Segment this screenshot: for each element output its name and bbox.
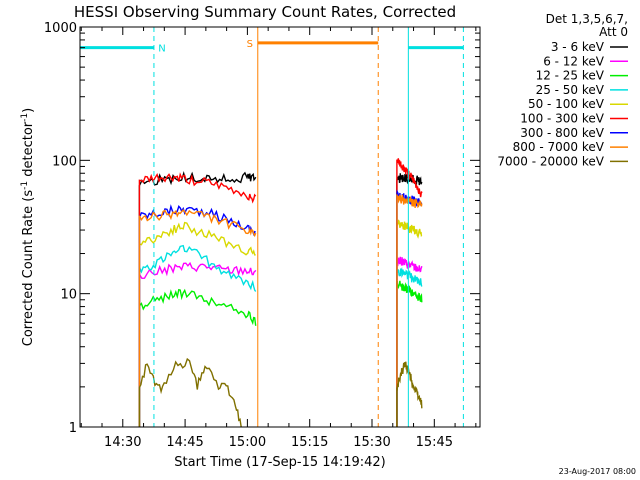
x-tick-label: 15:15: [291, 435, 328, 450]
series-line-800-7000-kev: [138, 208, 257, 427]
x-axis-label: Start Time (17-Sep-15 14:19:42): [174, 455, 385, 470]
y-tick-label: 1: [69, 421, 77, 436]
y-tick-label: 1000: [44, 21, 77, 36]
series-line-12-25-kev: [396, 280, 423, 427]
series-line-12-25-kev: [138, 288, 257, 427]
legend-header-line: Att 0: [599, 25, 628, 39]
series-line-7000-20000-kev: [138, 357, 242, 428]
legend-label: 6 - 12 keV: [543, 54, 605, 68]
flag-label-s: S: [247, 39, 253, 50]
y-axis-label-part: detector: [21, 121, 36, 181]
series-line-6-12-kev: [138, 261, 257, 427]
legend-label: 7000 - 20000 keV: [497, 154, 604, 168]
y-axis-label-part: Corrected Count Rate (s: [21, 190, 36, 347]
tick-layer: [80, 26, 480, 428]
series-layer: [138, 158, 423, 428]
x-tick-labels: 14:30 14:45 15:00 15:15 15:30 15:45: [104, 435, 453, 450]
footer-timestamp: 23-Aug-2017 08:00: [559, 467, 636, 476]
series-line-7000-20000-kev: [396, 361, 423, 427]
series-line-800-7000-kev: [396, 194, 423, 427]
x-tick-label: 14:30: [104, 435, 141, 450]
legend-label: 300 - 800 keV: [520, 126, 604, 140]
y-axis-label-sup: -1: [20, 181, 30, 190]
y-tick-label: 10: [60, 288, 77, 303]
x-tick-label: 15:45: [416, 435, 453, 450]
series-line-25-50-kev: [396, 267, 423, 427]
x-tick-label: 15:00: [229, 435, 266, 450]
legend-label: 12 - 25 keV: [536, 69, 605, 83]
series-line-6-12-kev: [396, 256, 423, 427]
legend-label: 25 - 50 keV: [536, 83, 605, 97]
series-line-25-50-kev: [138, 244, 257, 427]
legend-label: 800 - 7000 keV: [513, 140, 605, 154]
y-axis-label-sup: -1: [20, 113, 30, 122]
series-line-100-300-kev: [138, 172, 257, 427]
series-line-50-100-kev: [138, 221, 256, 427]
legend-label: 3 - 6 keV: [551, 40, 605, 54]
legend-header-line: Det 1,3,5,6,7,: [546, 12, 628, 26]
plot-frame: [79, 26, 481, 428]
series-line-50-100-kev: [396, 219, 423, 427]
y-axis-label: Corrected Count Rate (s-1 detector-1): [20, 108, 36, 346]
x-tick-label: 14:45: [166, 435, 203, 450]
chart-title: HESSI Observing Summary Count Rates, Cor…: [74, 3, 456, 21]
x-tick-label: 15:30: [353, 435, 390, 450]
y-axis-label-part: ): [21, 108, 36, 113]
y-tick-label: 100: [52, 154, 77, 169]
flag-label-n: N: [158, 44, 165, 55]
legend-label: 50 - 100 keV: [528, 97, 605, 111]
y-tick-labels: 1 10 100 1000: [44, 21, 77, 436]
series-line-3-6-kev: [396, 173, 423, 427]
series-line-3-6-kev: [138, 171, 257, 427]
series-line-100-300-kev: [396, 158, 423, 427]
legend-label: 100 - 300 keV: [520, 112, 604, 126]
